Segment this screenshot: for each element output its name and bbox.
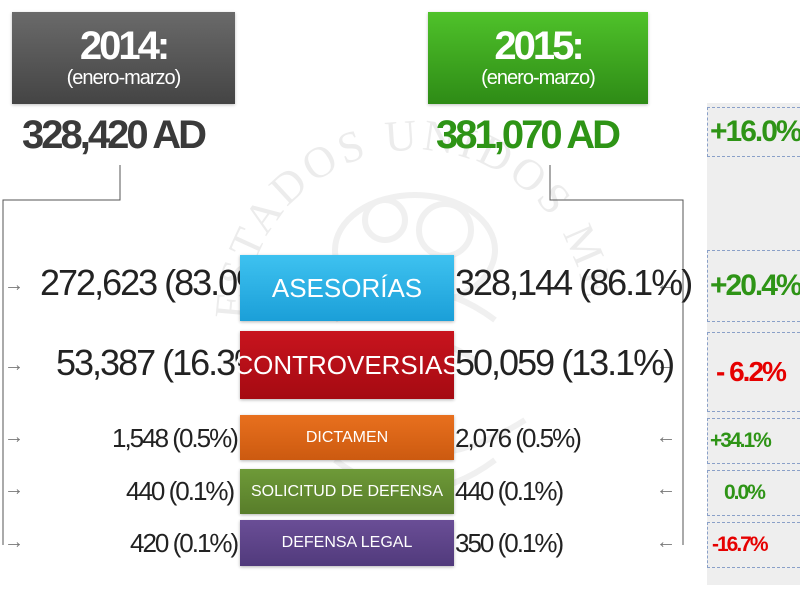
arrow-left-icon: ←	[656, 478, 676, 500]
year-2015-period: (enero-marzo)	[481, 67, 596, 89]
change-panel	[707, 103, 800, 585]
year-2014-header: 2014: (enero-marzo)	[12, 12, 235, 104]
total-2015: 381,070 AD	[436, 113, 621, 157]
category-asesorias: ASESORÍAS	[240, 255, 454, 321]
category-solicitud-de-defensa: SOLICITUD DE DEFENSA	[240, 469, 454, 514]
value-2014-defensa-legal: 420 (0.1%)	[130, 528, 239, 558]
year-2015-header: 2015: (enero-marzo)	[428, 12, 648, 104]
value-2014-asesorias: 272,623 (83.0%)	[40, 262, 278, 303]
value-2015-solicitud: 440 (0.1%)	[455, 476, 564, 506]
arrow-right-icon: →	[4, 274, 24, 296]
change-defensa-legal: -16.7%	[707, 522, 800, 568]
arrow-right-icon: →	[4, 531, 24, 553]
arrow-right-icon: →	[4, 426, 24, 448]
arrow-left-icon: ←	[656, 426, 676, 448]
value-2014-solicitud: 440 (0.1%)	[126, 476, 235, 506]
change-asesorias: +20.4%	[707, 250, 800, 322]
value-2015-asesorias: 328,144 (86.1%)	[455, 262, 693, 303]
left-connector	[2, 165, 121, 545]
arrow-left-icon: ←	[656, 531, 676, 553]
arrow-right-icon: →	[4, 478, 24, 500]
category-controversias: CONTROVERSIAS	[234, 331, 460, 399]
right-connector	[549, 165, 684, 545]
year-2014-period: (enero-marzo)	[66, 67, 182, 89]
value-2015-defensa-legal: 350 (0.1%)	[455, 528, 564, 558]
value-2014-controversias: 53,387 (16.3%)	[56, 342, 276, 383]
category-defensa-legal: DEFENSA LEGAL	[240, 520, 454, 566]
value-2014-dictamen: 1,548 (0.5%)	[112, 423, 239, 453]
change-dictamen: +34.1%	[707, 418, 800, 464]
value-2015-dictamen: 2,076 (0.5%)	[455, 423, 582, 453]
arrow-left-icon: ←	[656, 274, 676, 296]
arrow-right-icon: →	[4, 354, 24, 376]
total-change: +16.0%	[707, 107, 800, 157]
year-2015-label: 2015:	[494, 24, 584, 68]
year-2014-label: 2014:	[79, 24, 170, 68]
change-solicitud: 0.0%	[707, 470, 800, 516]
change-controversias: - 6.2%	[707, 332, 800, 412]
category-dictamen: DICTAMEN	[240, 415, 454, 460]
value-2015-controversias: 50,059 (13.1%)	[455, 342, 675, 383]
arrow-left-icon: ←	[656, 354, 676, 376]
total-2014: 328,420 AD	[22, 113, 207, 157]
